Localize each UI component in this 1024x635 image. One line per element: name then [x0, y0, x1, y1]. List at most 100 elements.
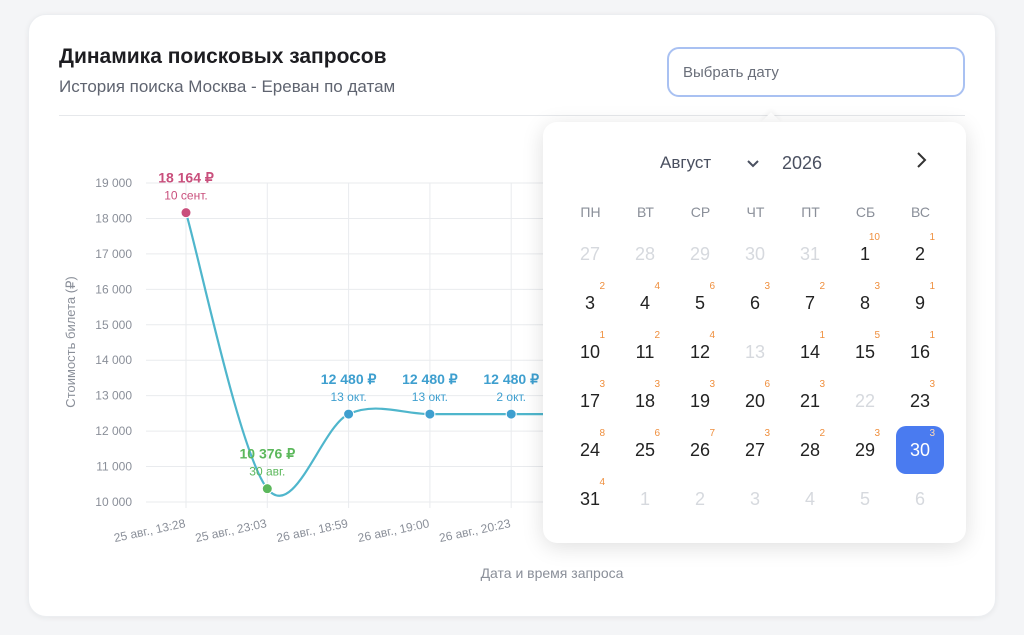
day-search-count: 6	[764, 379, 770, 390]
day-number: 18	[634, 391, 656, 411]
data-label-date: 2 окт.	[496, 390, 526, 404]
day-search-count: 10	[868, 232, 880, 243]
calendar-day[interactable]: 16 1	[896, 328, 944, 376]
day-search-count: 3	[709, 379, 715, 390]
calendar-day[interactable]: 21 3	[786, 377, 834, 425]
data-point	[180, 207, 192, 219]
data-label-price: 10 376 ₽	[239, 446, 295, 462]
day-number: 2	[914, 244, 925, 264]
day-number: 15	[854, 342, 876, 362]
chevron-down-icon[interactable]	[746, 156, 760, 172]
calendar-day: 5	[841, 475, 889, 523]
calendar-day: 27	[566, 230, 614, 278]
calendar-day[interactable]: 27 3	[731, 426, 779, 474]
calendar-popup: Август 2026 ПН ВТ СР ЧТ ПТ СБ ВС 27 28 29 30 31 1 10…	[543, 122, 966, 543]
day-number: 14	[799, 342, 821, 362]
calendar-day[interactable]: 1 10	[841, 230, 889, 278]
day-number: 3	[584, 293, 595, 313]
day-number: 5	[694, 293, 705, 313]
weekday-label: СБ	[855, 204, 876, 220]
calendar-day[interactable]: 15 5	[841, 328, 889, 376]
calendar-day: 2	[676, 475, 724, 523]
calendar-day: 31	[786, 230, 834, 278]
calendar-month-select[interactable]: Август	[660, 153, 712, 172]
calendar-day[interactable]: 17 3	[566, 377, 614, 425]
calendar-day[interactable]: 31 4	[566, 475, 614, 523]
date-picker-input[interactable]	[667, 47, 965, 97]
calendar-day[interactable]: 28 2	[786, 426, 834, 474]
y-tick-label: 16 000	[95, 282, 132, 296]
day-search-count: 2	[599, 281, 605, 292]
day-number: 27	[744, 440, 766, 460]
day-number: 23	[909, 391, 931, 411]
day-search-count: 3	[654, 379, 660, 390]
y-tick-label: 13 000	[95, 389, 132, 403]
day-number: 31	[579, 489, 601, 509]
calendar-day[interactable]: 11 2	[621, 328, 669, 376]
data-label-price: 12 480 ₽	[321, 371, 377, 387]
header-divider	[59, 115, 965, 116]
calendar-day[interactable]: 19 3	[676, 377, 724, 425]
y-tick-label: 12 000	[95, 424, 132, 438]
y-tick-label: 17 000	[95, 247, 132, 261]
calendar-day: 30	[731, 230, 779, 278]
day-number: 6	[914, 489, 925, 509]
calendar-day[interactable]: 29 3	[841, 426, 889, 474]
day-number: 8	[859, 293, 870, 313]
day-search-count: 3	[929, 379, 935, 390]
day-number: 13	[744, 342, 766, 362]
day-number: 29	[689, 244, 711, 264]
calendar-day[interactable]: 14 1	[786, 328, 834, 376]
data-label-date: 10 сент.	[164, 189, 207, 203]
y-tick-label: 19 000	[95, 176, 132, 190]
day-number: 10	[579, 342, 601, 362]
day-search-count: 6	[709, 281, 715, 292]
calendar-day[interactable]: 25 6	[621, 426, 669, 474]
calendar-day[interactable]: 12 4	[676, 328, 724, 376]
day-number: 22	[854, 391, 876, 411]
calendar-day[interactable]: 18 3	[621, 377, 669, 425]
data-label-date: 13 окт.	[412, 390, 448, 404]
day-number: 31	[799, 244, 821, 264]
day-search-count: 3	[599, 379, 605, 390]
day-search-count: 3	[764, 428, 770, 439]
calendar-day[interactable]: 26 7	[676, 426, 724, 474]
day-number: 17	[579, 391, 601, 411]
day-number: 1	[639, 489, 650, 509]
calendar-day[interactable]: 10 1	[566, 328, 614, 376]
calendar-day[interactable]: 23 3	[896, 377, 944, 425]
day-search-count: 2	[654, 330, 660, 341]
data-label-price: 18 164 ₽	[158, 170, 214, 186]
day-number: 12	[689, 342, 711, 362]
x-tick-label: 25 авг., 13:28	[113, 516, 187, 545]
day-search-count: 3	[819, 379, 825, 390]
calendar-year[interactable]: 2026	[782, 153, 823, 173]
day-number: 30	[909, 440, 931, 460]
data-label-price: 12 480 ₽	[483, 371, 539, 387]
x-tick-label: 26 авг., 19:00	[357, 516, 431, 545]
data-point	[424, 408, 436, 420]
calendar-day: 6	[896, 475, 944, 523]
day-number: 9	[914, 293, 925, 313]
weekday-label: ЧТ	[746, 204, 765, 220]
weekday-label: ВТ	[637, 204, 654, 220]
calendar-day[interactable]: 20 6	[731, 377, 779, 425]
calendar-day[interactable]: 24 8	[566, 426, 614, 474]
x-tick-label: 26 авг., 20:23	[438, 516, 512, 545]
chevron-right-icon[interactable]	[912, 150, 932, 174]
calendar-day: 1	[621, 475, 669, 523]
calendar-day-selected[interactable]: 30 3	[896, 426, 944, 474]
day-number: 5	[859, 489, 870, 509]
day-number: 2	[694, 489, 705, 509]
calendar-day: 22	[841, 377, 889, 425]
calendar-day: 29	[676, 230, 724, 278]
day-number: 24	[579, 440, 601, 460]
